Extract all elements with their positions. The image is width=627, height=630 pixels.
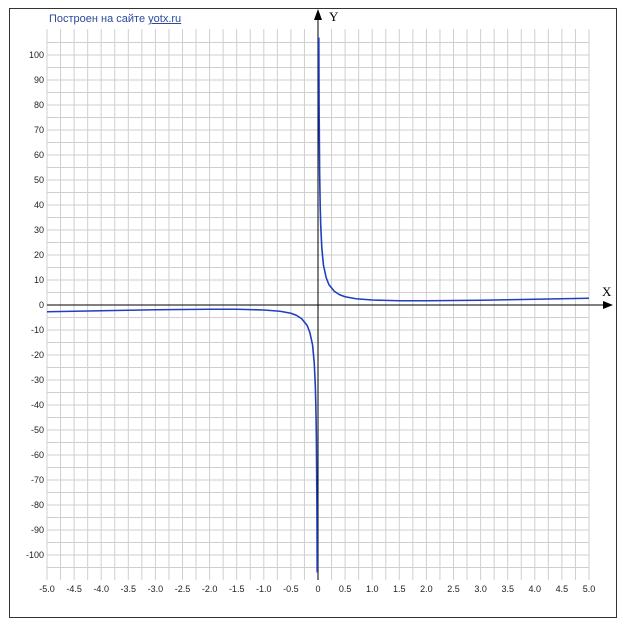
x-tick-label: 3.5 [501, 584, 514, 594]
y-tick-label: -10 [31, 325, 44, 335]
y-tick-label: -100 [26, 550, 44, 560]
y-tick-label: -80 [31, 500, 44, 510]
y-tick-label: 10 [34, 275, 44, 285]
x-tick-label: -1.0 [256, 584, 272, 594]
y-tick-label: 0 [39, 300, 44, 310]
curve-branch-2 [318, 37, 590, 302]
x-tick-label: 2.0 [420, 584, 433, 594]
y-tick-label: 80 [34, 100, 44, 110]
x-tick-label: -4.0 [93, 584, 109, 594]
credit-link[interactable]: yotx.ru [148, 13, 182, 25]
tick-labels: -5.0 -4.5 -4.0 -3.5 -3.0 -2.5 -2.0 -1.5 -1.0 -0.5… [26, 50, 595, 594]
x-tick-label: 4.5 [556, 584, 569, 594]
y-tick-label: -60 [31, 450, 44, 460]
x-tick-label: 0.5 [339, 584, 352, 594]
x-tick-label: -3.0 [148, 584, 164, 594]
x-tick-label: -0.5 [283, 584, 299, 594]
y-tick-label: -20 [31, 350, 44, 360]
x-tick-label: 1.5 [393, 584, 406, 594]
x-axis-label: X [602, 284, 612, 299]
x-tick-label: -1.5 [229, 584, 245, 594]
x-tick-label: -5.0 [39, 584, 55, 594]
x-tick-label: -4.5 [66, 584, 82, 594]
y-tick-label: -70 [31, 475, 44, 485]
y-tick-label: 60 [34, 150, 44, 160]
y-tick-label: 100 [29, 50, 44, 60]
y-tick-label: 30 [34, 225, 44, 235]
y-tick-label: -90 [31, 525, 44, 535]
y-tick-label: 50 [34, 175, 44, 185]
axes: XY [47, 9, 613, 580]
x-tick-label: 4.0 [529, 584, 542, 594]
y-tick-label: -50 [31, 425, 44, 435]
y-tick-label: 70 [34, 125, 44, 135]
x-tick-label: -2.0 [202, 584, 218, 594]
y-tick-label: 40 [34, 200, 44, 210]
x-tick-label: -2.5 [175, 584, 191, 594]
credit-prefix: Построен на сайте [49, 13, 146, 25]
y-axis-label: Y [329, 9, 339, 24]
y-tick-label: -40 [31, 400, 44, 410]
x-tick-label: 5.0 [583, 584, 596, 594]
x-tick-label: -3.5 [121, 584, 137, 594]
y-tick-label: -30 [31, 375, 44, 385]
x-axis-arrow [603, 301, 613, 309]
chart-frame [9, 8, 617, 618]
curves [46, 37, 590, 573]
x-tick-label: 2.5 [447, 584, 460, 594]
y-tick-label: 90 [34, 75, 44, 85]
curve-branch-1 [46, 308, 318, 573]
x-tick-label: 3.0 [474, 584, 487, 594]
x-tick-label: 0 [315, 584, 320, 594]
y-tick-label: 20 [34, 250, 44, 260]
x-tick-label: 1.0 [366, 584, 379, 594]
site-credit: Построен на сайте yotx.ru [49, 13, 181, 25]
y-axis-arrow [314, 9, 322, 20]
